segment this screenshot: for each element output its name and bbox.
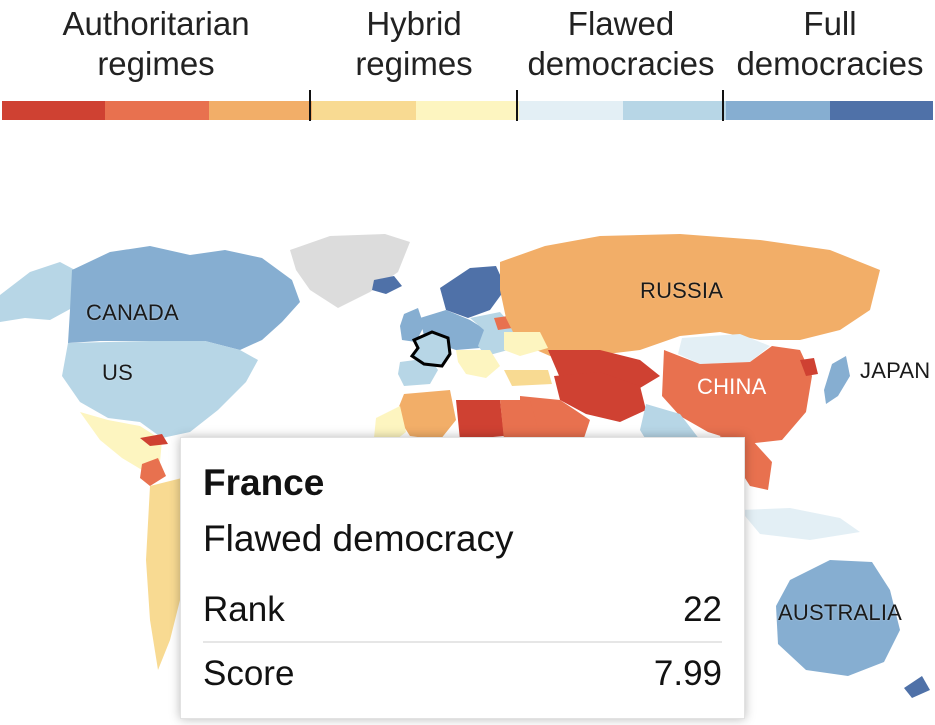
- tooltip-score-row: Score 7.99: [203, 654, 722, 704]
- region-scandinavia[interactable]: [440, 266, 506, 318]
- region-ukraine[interactable]: [504, 332, 548, 356]
- region-uk[interactable]: [400, 308, 424, 342]
- legend-swatch-8: [726, 101, 830, 120]
- region-turkey[interactable]: [504, 370, 552, 386]
- legend-hybrid-line2: regimes: [355, 45, 473, 82]
- region-egypt[interactable]: [500, 400, 540, 440]
- legend-swatch-4: [312, 101, 416, 120]
- region-japan[interactable]: [824, 356, 850, 404]
- map-label-us: US: [102, 360, 133, 385]
- region-canada[interactable]: [68, 246, 300, 350]
- region-central-america[interactable]: [140, 458, 166, 486]
- map-label-canada: CANADA: [86, 300, 179, 325]
- region-china[interactable]: [662, 346, 812, 444]
- region-greenland[interactable]: [290, 234, 410, 308]
- map-label-china: CHINA: [697, 374, 767, 399]
- legend-swatch-7: [622, 101, 727, 120]
- region-north-africa[interactable]: [396, 390, 456, 440]
- region-france-highlighted[interactable]: [409, 330, 452, 368]
- region-new-zealand[interactable]: [904, 676, 930, 698]
- region-libya[interactable]: [456, 400, 504, 440]
- region-australia[interactable]: [776, 560, 900, 676]
- region-north-korea[interactable]: [800, 358, 818, 376]
- country-tooltip: France Flawed democracy Rank 22 Score 7.…: [180, 437, 745, 719]
- legend-authoritarian: Authoritarian regimes: [40, 4, 272, 84]
- region-mexico[interactable]: [80, 412, 162, 470]
- legend-swatch-5: [415, 101, 520, 120]
- map-label-australia: AUSTRALIA: [778, 600, 903, 625]
- legend-full-line1: Full: [803, 5, 857, 42]
- region-russia[interactable]: [500, 234, 880, 356]
- tooltip-rank-value: 22: [683, 590, 722, 629]
- tooltip-country-name: France: [203, 462, 325, 503]
- region-middle-east[interactable]: [554, 372, 646, 422]
- region-caribbean[interactable]: [140, 434, 168, 446]
- legend-swatch-1: [2, 101, 106, 120]
- legend-color-scale: [2, 101, 933, 120]
- map-label-japan: JAPAN: [860, 358, 931, 383]
- tooltip-rank-label: Rank: [203, 590, 285, 629]
- legend-full-line2: democracies: [736, 45, 924, 82]
- legend-divider-3: [722, 90, 724, 121]
- legend-swatch-6: [519, 101, 623, 120]
- legend-swatch-2: [105, 101, 209, 120]
- legend-divider-1: [309, 90, 311, 121]
- tooltip-divider: [203, 641, 722, 643]
- region-balkans[interactable]: [456, 350, 500, 378]
- tooltip-rank-row: Rank 22: [203, 590, 722, 640]
- region-west-africa-coast[interactable]: [374, 406, 406, 446]
- legend-divider-2: [516, 90, 518, 121]
- legend-swatch-3: [208, 101, 313, 120]
- legend-flawed-line2: democracies: [527, 45, 715, 82]
- legend-authoritarian-line1: Authoritarian: [62, 5, 250, 42]
- region-alaska[interactable]: [0, 262, 75, 322]
- map-label-russia: RUSSIA: [640, 278, 724, 303]
- tooltip-score-label: Score: [203, 654, 295, 693]
- region-mongolia[interactable]: [678, 334, 770, 364]
- region-us[interactable]: [62, 341, 258, 438]
- legend-flawed: Flawed democracies: [521, 4, 721, 84]
- legend-full: Full democracies: [728, 4, 932, 84]
- region-indonesia[interactable]: [740, 508, 860, 540]
- legend-hybrid-line1: Hybrid: [366, 5, 462, 42]
- legend-hybrid: Hybrid regimes: [330, 4, 498, 84]
- region-iceland[interactable]: [372, 276, 402, 294]
- legend-swatch-9: [829, 101, 933, 120]
- legend-flawed-line1: Flawed: [567, 5, 675, 42]
- tooltip-score-value: 7.99: [653, 654, 722, 693]
- regime-legend: Authoritarian regimes Hybrid regimes Fla…: [0, 0, 935, 130]
- tooltip-classification: Flawed democracy: [203, 518, 514, 559]
- legend-authoritarian-line2: regimes: [97, 45, 215, 82]
